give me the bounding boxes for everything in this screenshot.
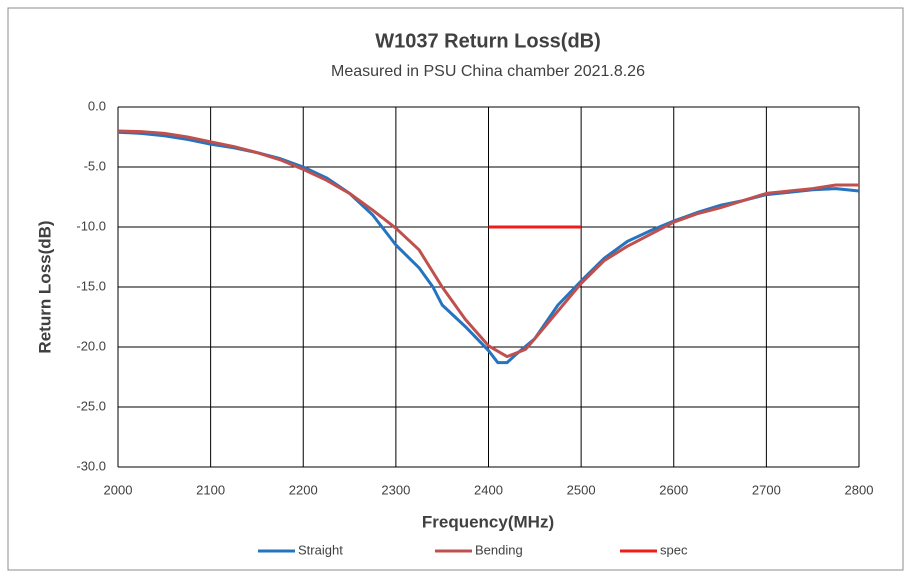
y-tick-label: -15.0: [76, 278, 106, 293]
legend-label: Bending: [475, 542, 523, 557]
x-tick-label: 2500: [567, 482, 596, 497]
x-tick-label: 2700: [752, 482, 781, 497]
x-tick-label: 2200: [289, 482, 318, 497]
x-tick-label: 2000: [104, 482, 133, 497]
x-tick-label: 2600: [659, 482, 688, 497]
y-tick-label: -20.0: [76, 338, 106, 353]
series-line: [117, 129, 859, 359]
y-tick-label: 0.0: [88, 98, 106, 113]
y-tick-label: -10.0: [76, 218, 106, 233]
y-axis-title: Return Loss(dB): [35, 220, 54, 353]
x-tick-label: 2800: [845, 482, 874, 497]
y-tick-label: -5.0: [84, 158, 106, 173]
y-tick-label: -30.0: [76, 458, 106, 473]
legend-label: Straight: [298, 542, 343, 557]
legend-label: spec: [660, 542, 688, 557]
x-tick-label: 2400: [474, 482, 503, 497]
chart-border: [7, 7, 904, 571]
chart-title: W1037 Return Loss(dB): [375, 30, 601, 52]
chart-subtitle: Measured in PSU China chamber 2021.8.26: [331, 63, 645, 80]
y-tick-label: -25.0: [76, 398, 106, 413]
x-tick-label: 2300: [381, 482, 410, 497]
x-tick-label: 2100: [196, 482, 225, 497]
x-axis-title: Frequency(MHz): [422, 512, 554, 531]
